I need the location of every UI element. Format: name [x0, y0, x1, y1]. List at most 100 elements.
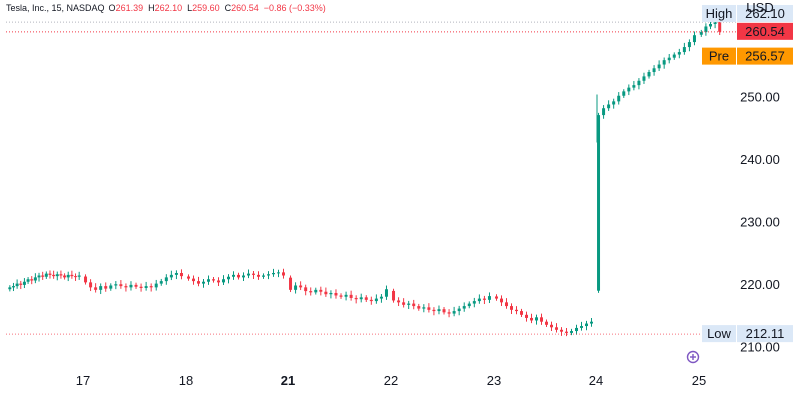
candle-body: [30, 279, 34, 281]
candle: [550, 321, 553, 331]
candle-body: [384, 289, 388, 297]
last-price-marker-value: 260.54: [745, 24, 785, 39]
candle-body: [299, 285, 303, 288]
candle-body: [364, 297, 368, 300]
time-axis[interactable]: 17 18 21 22 23 24 25: [76, 373, 706, 388]
candle-body: [452, 311, 456, 314]
candle: [487, 292, 491, 304]
candle: [139, 283, 143, 292]
candle: [647, 69, 651, 79]
candle-body: [304, 287, 308, 292]
candle-body: [662, 60, 666, 65]
candle-body: [682, 47, 686, 53]
candle: [402, 298, 406, 308]
candle-body: [672, 54, 676, 58]
candle-body: [432, 309, 436, 312]
candle-body: [37, 275, 41, 278]
candle-body: [114, 284, 118, 286]
candle: [607, 100, 611, 111]
candle-body: [282, 272, 285, 276]
candle: [344, 291, 348, 301]
candle-body: [422, 307, 426, 309]
candle: [324, 287, 328, 297]
x-tick-label: 25: [692, 373, 706, 388]
candle: [379, 294, 383, 303]
price-axis[interactable]: 210.00 220.00 230.00 240.00 250.00: [740, 90, 780, 355]
candle-body: [427, 307, 431, 310]
candle-body: [392, 290, 396, 301]
candle-body: [412, 303, 416, 307]
candle: [384, 285, 388, 300]
candle-body: [472, 301, 476, 304]
candle-body: [642, 76, 646, 81]
candle: [109, 283, 113, 291]
candle: [94, 283, 98, 293]
candle: [70, 270, 74, 279]
candle-body: [602, 108, 606, 116]
candle: [304, 284, 308, 296]
candle: [525, 311, 528, 322]
candle: [22, 278, 26, 289]
low-marker-value-bg: [737, 325, 793, 343]
candle: [294, 282, 298, 294]
candle: [44, 271, 48, 279]
low-value: 259.60: [192, 3, 220, 13]
candle-body: [84, 276, 88, 283]
candle-body: [699, 32, 703, 35]
candle-body: [217, 280, 220, 283]
candle-body: [597, 115, 601, 291]
candle: [174, 270, 178, 280]
candle-body: [52, 274, 56, 277]
candle-body: [289, 277, 293, 290]
candle-body: [530, 317, 533, 321]
candle: [617, 92, 621, 105]
event-marker-icon[interactable]: [686, 350, 700, 364]
candle: [129, 281, 133, 291]
candle-body: [272, 273, 275, 275]
low-marker-label-bg: [702, 325, 736, 343]
candle: [299, 281, 303, 291]
candle-body: [580, 326, 583, 328]
candle: [530, 313, 533, 324]
x-tick-label: 24: [589, 373, 603, 388]
candle-body: [139, 286, 143, 288]
candle: [15, 279, 19, 289]
candle: [515, 306, 518, 315]
candle-body: [437, 309, 441, 312]
candle-body: [447, 312, 451, 314]
symbol-label[interactable]: Tesla, Inc., 15, NASDAQ: [6, 3, 105, 13]
candle: [339, 293, 343, 299]
candle: [677, 48, 681, 59]
candle-body: [344, 294, 348, 297]
candle-body: [505, 302, 508, 307]
candle-body: [77, 275, 81, 277]
candle-body: [334, 292, 338, 296]
candle: [242, 272, 245, 282]
x-tick-label: 23: [487, 373, 501, 388]
candle: [374, 294, 378, 304]
candle: [590, 318, 593, 327]
candle: [452, 306, 456, 317]
candle: [334, 289, 338, 299]
candle-body: [41, 275, 45, 277]
candle: [510, 303, 513, 315]
candle: [575, 324, 578, 335]
candle: [667, 53, 671, 64]
candle-body: [637, 80, 641, 86]
candle-body: [227, 276, 230, 280]
candle: [354, 295, 358, 304]
y-tick-label: 220.00: [740, 277, 780, 292]
candle-body: [713, 22, 717, 24]
low-marker-value: 212.11: [746, 326, 785, 341]
candle-body: [294, 285, 298, 290]
candle: [289, 275, 293, 293]
chart-header: Tesla, Inc., 15, NASDAQ O261.39 H262.10 …: [6, 3, 326, 13]
candle: [99, 283, 103, 295]
candle-body: [19, 283, 23, 285]
candle: [222, 275, 225, 286]
open-label: O: [108, 3, 116, 13]
candle-body: [709, 23, 712, 27]
open-value: 261.39: [115, 3, 144, 13]
candle-body: [212, 279, 215, 281]
